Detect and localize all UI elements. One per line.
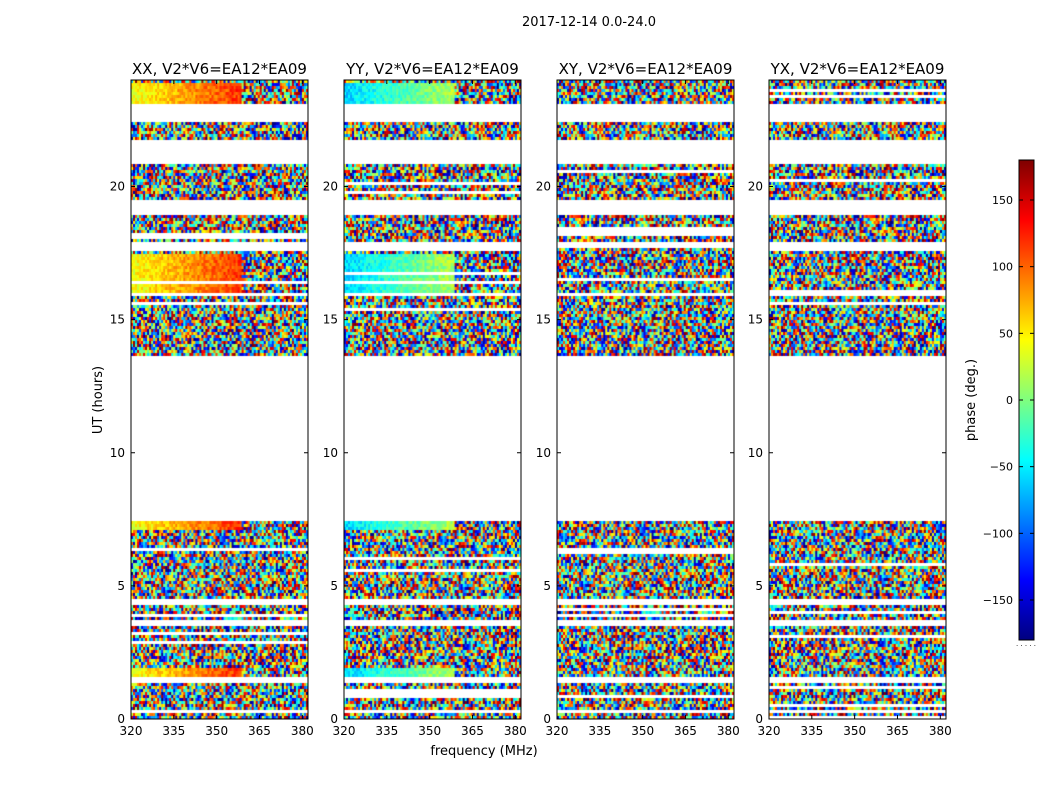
panel-3-xtick-label: 350 [843,724,866,738]
panel-3-xtick-label: 335 [800,724,823,738]
panel-2-ytick-label: 15 [536,313,551,327]
colorbar-tick-label: 0 [1006,394,1013,407]
panel-0-heatmap [131,80,308,719]
panel-0-ytick-label: 5 [117,579,125,593]
panel-1-xtick-label: 350 [418,724,441,738]
panel-3-xtick-label: 320 [758,724,781,738]
panel-0-ytick-label: 20 [110,180,125,194]
panel-2-ytick-label: 10 [536,446,551,460]
panel-1-xtick-label: 335 [375,724,398,738]
figure-title: 2017-12-14 0.0-24.0 [522,15,656,30]
panel-2: XY, V2*V6=EA12*EA09 320 335 350 365 380 0 5 10 15… [536,60,740,738]
panel-3-ytick-label: 5 [755,579,763,593]
panel-0: XX, V2*V6=EA12*EA09 320 335 350 365 380 0 5 10 15… [110,60,314,738]
panel-0-xtick-label: 365 [248,724,271,738]
panel-0-ytick-label: 0 [117,712,125,726]
panel-2-xtick-label: 380 [717,724,740,738]
panel-2-xtick-label: 350 [631,724,654,738]
panel-2-ytick-label: 20 [536,180,551,194]
colorbar-tick-label: 100 [992,261,1013,274]
colorbar-tick-label: 50 [999,327,1013,340]
panel-2-ytick-label: 0 [543,712,551,726]
x-axis-label: frequency (MHz) [430,744,537,759]
panel-1-ytick-label: 5 [330,579,338,593]
panel-2-xtick-label: 365 [674,724,697,738]
panel-1-ytick-label: 10 [323,446,338,460]
panel-3-ytick-label: 0 [755,712,763,726]
panel-1-heatmap [344,80,521,719]
panel-0-xtick-label: 380 [291,724,314,738]
panel-1-ytick-label: 20 [323,180,338,194]
panel-1-xtick-label: 320 [333,724,356,738]
panel-2-frame [556,79,735,720]
panel-0-xtick-label: 320 [120,724,143,738]
colorbar-tick-label: −50 [990,461,1013,474]
panel-0-xtick-label: 350 [205,724,228,738]
panel-0-frame [130,79,309,720]
colorbar-label: phase (deg.) [964,359,979,441]
panel-2-title: XY, V2*V6=EA12*EA09 [559,60,733,78]
panel-3-xtick-label: 365 [886,724,909,738]
panel-2-xtick-label: 335 [588,724,611,738]
panel-0-title: XX, V2*V6=EA12*EA09 [132,60,307,78]
panel-3-heatmap [769,80,946,719]
colorbar: −150 −100 −50 0 50 100 150 [983,159,1035,641]
panel-3-ytick-label: 10 [748,446,763,460]
panel-1-xtick-label: 380 [504,724,527,738]
panel-0-ytick-label: 10 [110,446,125,460]
panel-2-heatmap [557,80,734,719]
panel-1-frame [343,79,522,720]
panel-3-ytick-label: 20 [748,180,763,194]
panels-group: XX, V2*V6=EA12*EA09 320 335 350 365 380 0 5 10 15… [110,60,952,738]
panel-1: YY, V2*V6=EA12*EA09 320 335 350 365 380 0 5 10 15… [323,60,527,738]
panel-1-xtick-label: 365 [461,724,484,738]
panel-0-ytick-label: 15 [110,313,125,327]
panel-1-ytick-label: 0 [330,712,338,726]
panel-2-ytick-label: 5 [543,579,551,593]
panel-3: YX, V2*V6=EA12*EA09 320 335 350 365 380 0 5 10 15… [748,60,952,738]
panel-2-xtick-label: 320 [546,724,569,738]
y-axis-label: UT (hours) [91,366,106,434]
panel-1-title: YY, V2*V6=EA12*EA09 [345,60,519,78]
panel-3-frame [768,79,947,720]
colorbar-dots: · · · · · [1016,642,1036,650]
panel-1-ytick-label: 15 [323,313,338,327]
panel-3-xtick-label: 380 [929,724,952,738]
panel-3-ytick-label: 15 [748,313,763,327]
panel-0-xtick-label: 335 [162,724,185,738]
colorbar-tick-label: −100 [983,527,1013,540]
colorbar-tick-label: 150 [992,194,1013,207]
colorbar-tick-label: −150 [983,594,1013,607]
panel-3-title: YX, V2*V6=EA12*EA09 [770,60,945,78]
